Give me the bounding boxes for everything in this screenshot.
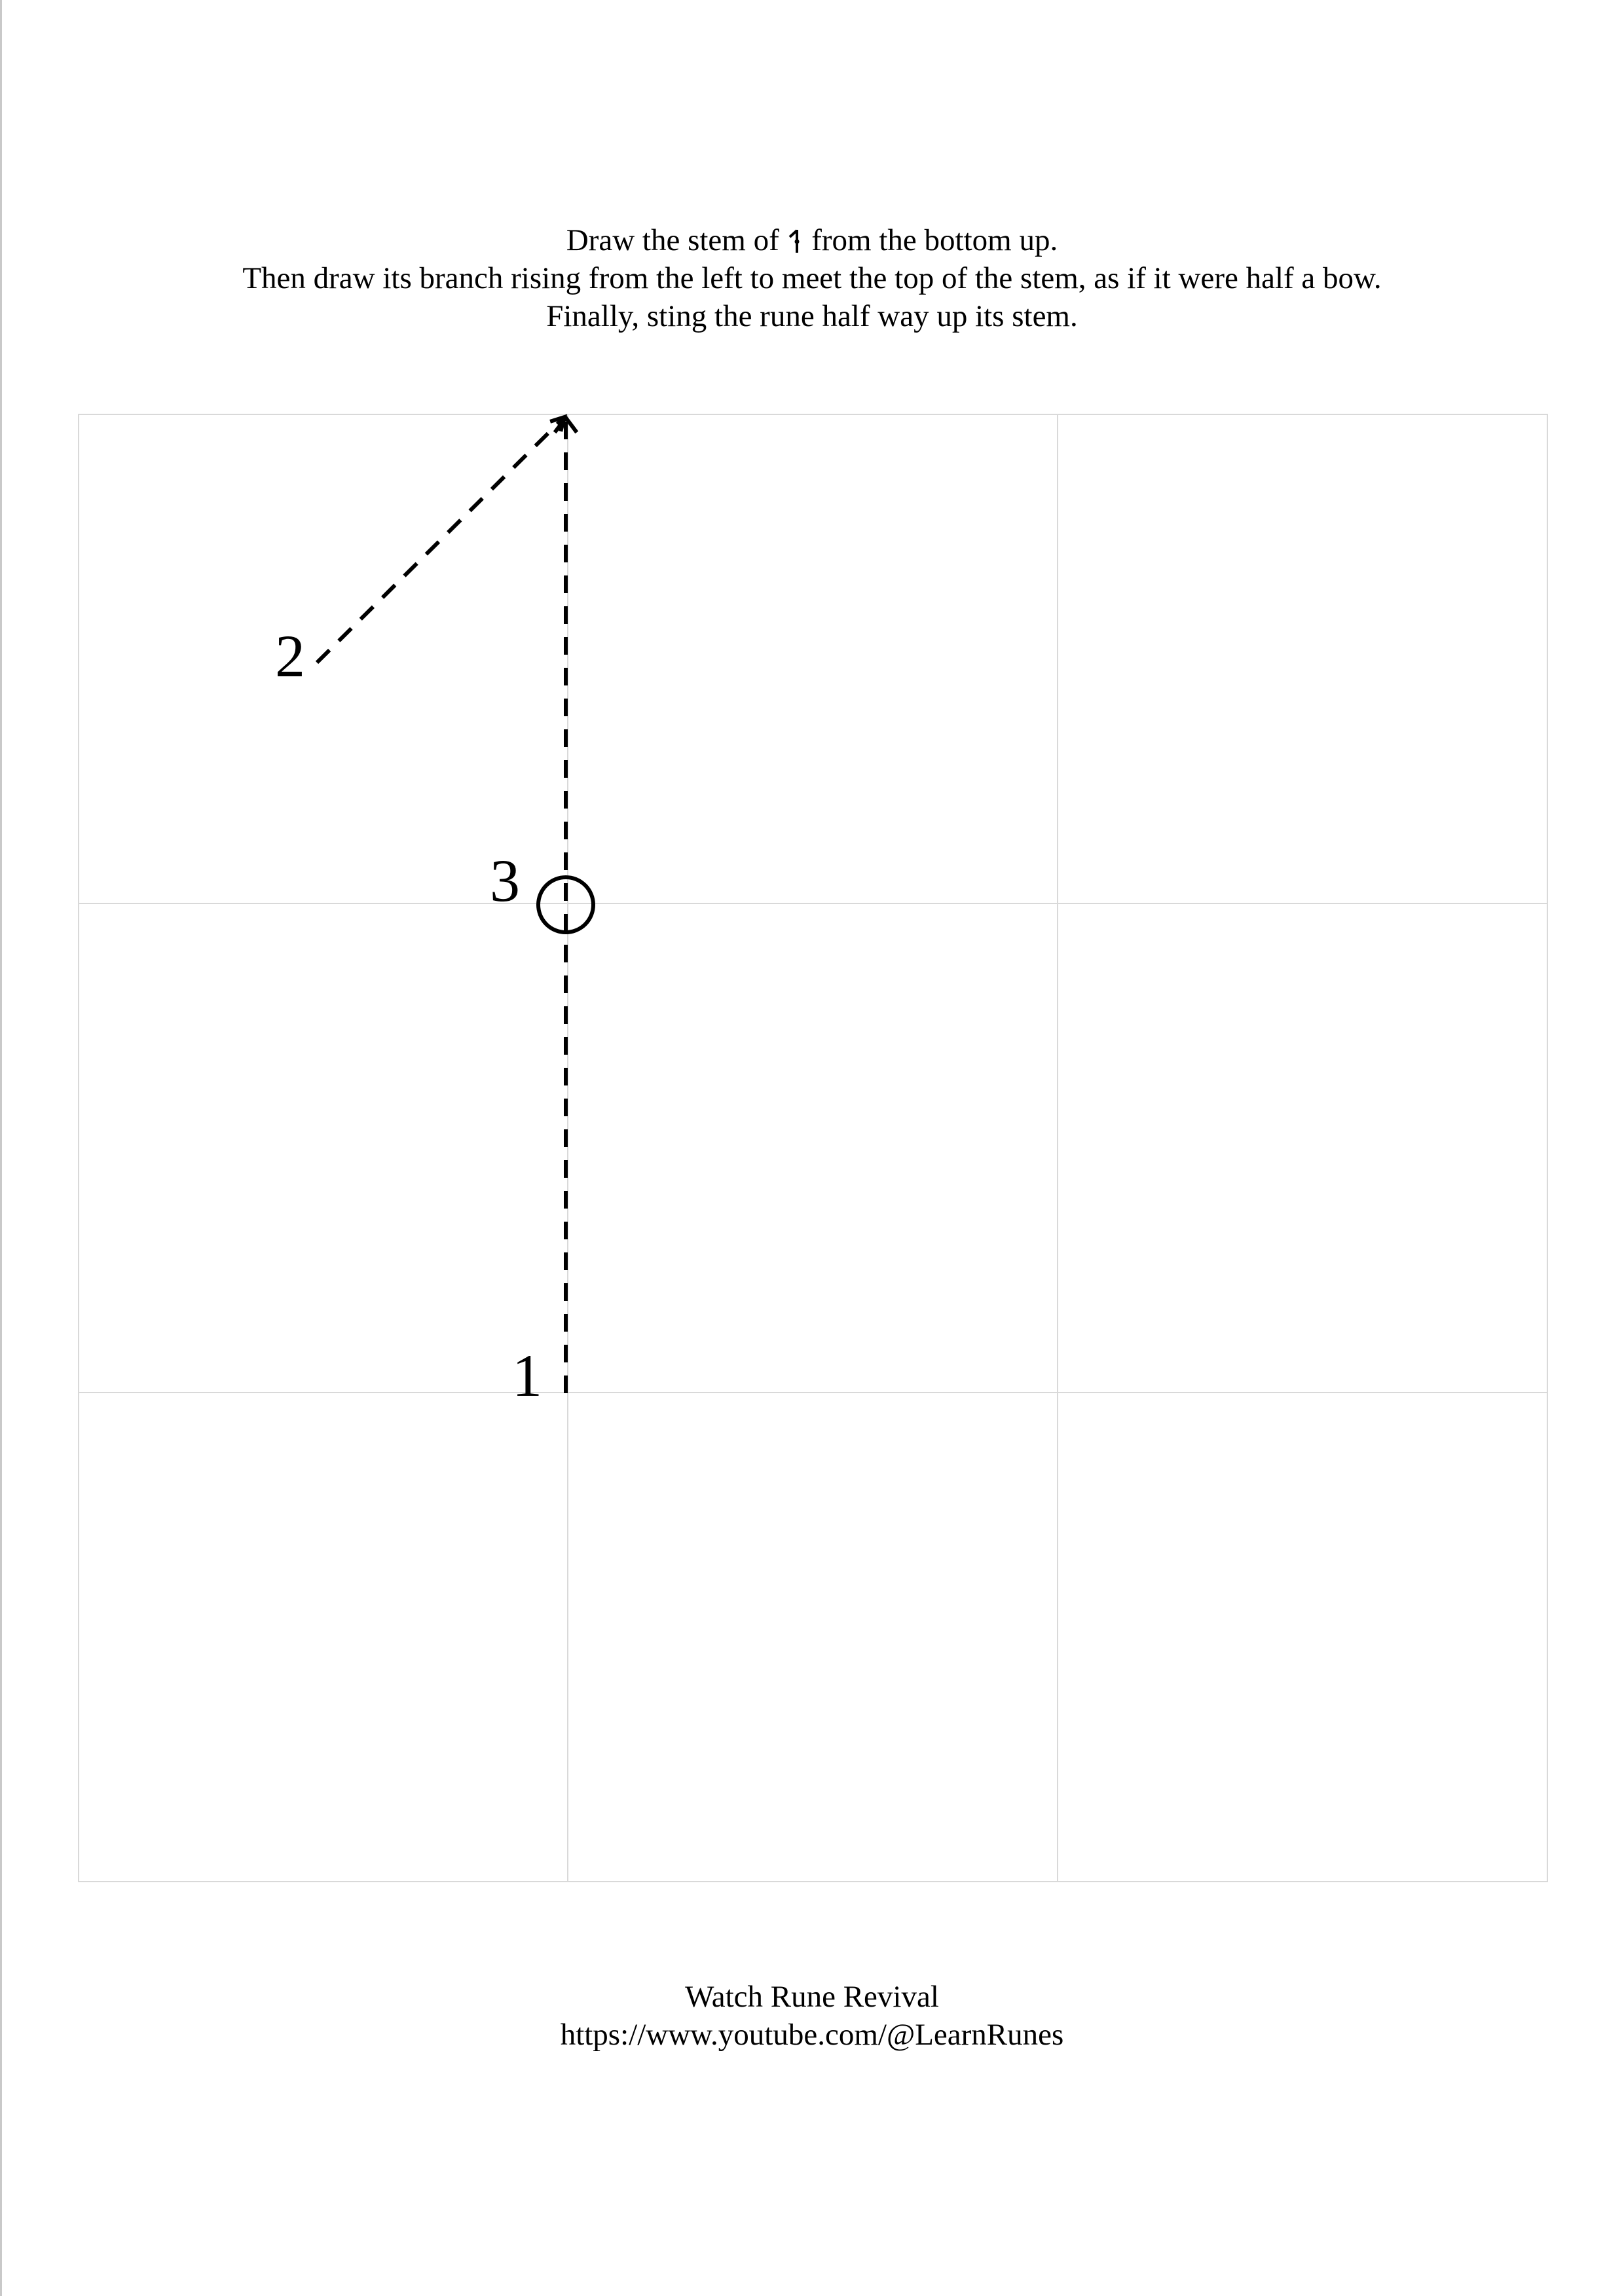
footer-url[interactable]: https://www.youtube.com/@LearnRunes xyxy=(560,2018,1064,2052)
instruction-line-1-start: Draw the stem of xyxy=(566,223,779,257)
branch-arrow-head xyxy=(549,414,568,432)
branch-stroke-path xyxy=(315,417,564,665)
grid-lines xyxy=(78,414,1548,1882)
page-left-edge xyxy=(0,0,2,2296)
footer: Watch Rune Revival https://www.youtube.c… xyxy=(0,1978,1624,2054)
instruction-line-2: Then draw its branch rising from the lef… xyxy=(242,261,1382,295)
instruction-line-1-end: from the bottom up. xyxy=(811,223,1058,257)
rune-glyph-icon xyxy=(788,229,799,253)
instructions: Draw the stem of from the bottom up. The… xyxy=(0,221,1624,335)
step-label-1: 1 xyxy=(512,1342,542,1409)
step-label-2: 2 xyxy=(275,623,305,689)
sting-circle xyxy=(536,875,595,934)
footer-title: Watch Rune Revival xyxy=(685,1980,939,2014)
instruction-line-1: Draw the stem of from the bottom up. xyxy=(0,221,1624,259)
instruction-line-3: Finally, sting the rune half way up its … xyxy=(546,299,1078,333)
step-label-3: 3 xyxy=(490,847,520,914)
grid-border xyxy=(78,414,1548,1882)
